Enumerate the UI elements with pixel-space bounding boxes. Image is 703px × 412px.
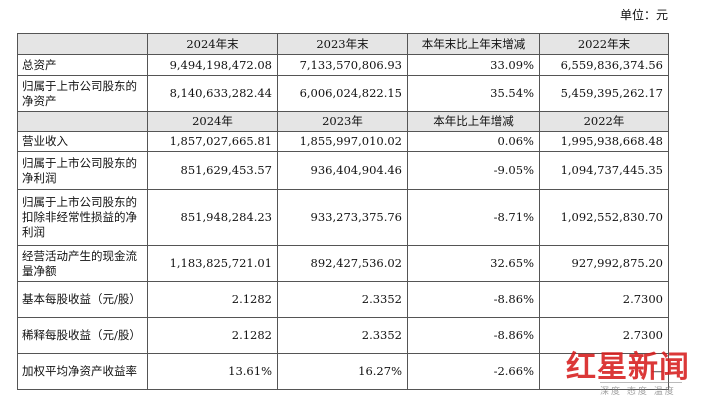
header-2023-end: 2023年末 [277, 33, 408, 55]
cell-2023: 936,404,904.46 [277, 151, 408, 190]
table-row: 总资产 9,494,198,472.08 7,133,570,806.93 33… [17, 54, 669, 76]
cell-2024: 1,857,027,665.81 [147, 131, 278, 152]
financial-table: 2024年末 2023年末 本年末比上年末增减 2022年末 总资产 9,494… [17, 33, 669, 390]
cell-2022: 1,995,938,668.48 [539, 131, 669, 152]
row-label: 稀释每股收益（元/股） [17, 317, 148, 354]
table-row: 经营活动产生的现金流量净额 1,183,825,721.01 892,427,5… [17, 245, 669, 282]
cell-2024: 2.1282 [147, 317, 278, 354]
cell-2023: 16.27% [277, 353, 408, 390]
cell-change: 33.09% [407, 54, 540, 76]
cell-2022: 5,459,395,262.17 [539, 75, 669, 112]
cell-2024: 9,494,198,472.08 [147, 54, 278, 76]
table-row: 加权平均净资产收益率 13.61% 16.27% -2.66% — [17, 353, 669, 390]
header-2022: 2022年 [539, 111, 669, 132]
cell-2023: 933,273,375.76 [277, 189, 408, 246]
cell-2023: 2.3352 [277, 281, 408, 318]
watermark-divider [600, 382, 682, 383]
table-row: 稀释每股收益（元/股） 2.1282 2.3352 -8.86% 2.7300 [17, 317, 669, 354]
cell-2022: 927,992,875.20 [539, 245, 669, 282]
header-2024-end: 2024年末 [147, 33, 278, 55]
cell-change: 35.54% [407, 75, 540, 112]
cell-2022: 2.7300 [539, 281, 669, 318]
row-label: 基本每股收益（元/股） [17, 281, 148, 318]
row-label: 归属于上市公司股东的净利润 [17, 151, 148, 190]
cell-2024: 1,183,825,721.01 [147, 245, 278, 282]
cell-change: 0.06% [407, 131, 540, 152]
cell-2022: 2.7300 [539, 317, 669, 354]
cell-2024: 13.61% [147, 353, 278, 390]
header-change: 本年比上年增减 [407, 111, 540, 132]
watermark-tagline: 深度 态度 温度 [600, 387, 676, 397]
header-blank-cell [17, 111, 148, 132]
cell-2024: 2.1282 [147, 281, 278, 318]
table-row: 营业收入 1,857,027,665.81 1,855,997,010.02 0… [17, 131, 669, 152]
header-blank-cell [17, 33, 148, 55]
watermark-brand: 红星新闻 [566, 350, 690, 385]
header-change-end: 本年末比上年末增减 [407, 33, 540, 55]
unit-label: 单位：元 [619, 8, 668, 22]
row-label: 总资产 [17, 54, 148, 76]
header-2022-end: 2022年末 [539, 33, 669, 55]
cell-change: -8.86% [407, 317, 540, 354]
table-row: 基本每股收益（元/股） 2.1282 2.3352 -8.86% 2.7300 [17, 281, 669, 318]
header-row-year: 2024年 2023年 本年比上年增减 2022年 [17, 111, 669, 132]
cell-2023: 7,133,570,806.93 [277, 54, 408, 76]
cell-2023: 1,855,997,010.02 [277, 131, 408, 152]
cell-2023: 2.3352 [277, 317, 408, 354]
row-label: 加权平均净资产收益率 [17, 353, 148, 390]
cell-2023: 892,427,536.02 [277, 245, 408, 282]
cell-change: 32.65% [407, 245, 540, 282]
watermark-logo: 红星新闻 深度 态度 温度 [566, 342, 696, 404]
cell-2022: 1,092,552,830.70 [539, 189, 669, 246]
cell-2024: 851,629,453.57 [147, 151, 278, 190]
cell-2024: 8,140,633,282.44 [147, 75, 278, 112]
table-row: 归属于上市公司股东的净利润 851,629,453.57 936,404,904… [17, 151, 669, 190]
header-2023: 2023年 [277, 111, 408, 132]
cell-2023: 6,006,024,822.15 [277, 75, 408, 112]
cell-change: -8.86% [407, 281, 540, 318]
cell-change: -8.71% [407, 189, 540, 246]
cell-change: -9.05% [407, 151, 540, 190]
table-row: 归属于上市公司股东的扣除非经常性损益的净利润 851,948,284.23 93… [17, 189, 669, 246]
cell-2022: — [539, 353, 669, 390]
header-2024: 2024年 [147, 111, 278, 132]
cell-change: -2.66% [407, 353, 540, 390]
row-label: 经营活动产生的现金流量净额 [17, 245, 148, 282]
row-label: 营业收入 [17, 131, 148, 152]
header-row-period-end: 2024年末 2023年末 本年末比上年末增减 2022年末 [17, 33, 669, 55]
cell-2022: 6,559,836,374.56 [539, 54, 669, 76]
table-row: 归属于上市公司股东的净资产 8,140,633,282.44 6,006,024… [17, 75, 669, 112]
row-label: 归属于上市公司股东的净资产 [17, 75, 148, 112]
cell-2022: 1,094,737,445.35 [539, 151, 669, 190]
row-label: 归属于上市公司股东的扣除非经常性损益的净利润 [17, 189, 148, 246]
cell-2024: 851,948,284.23 [147, 189, 278, 246]
